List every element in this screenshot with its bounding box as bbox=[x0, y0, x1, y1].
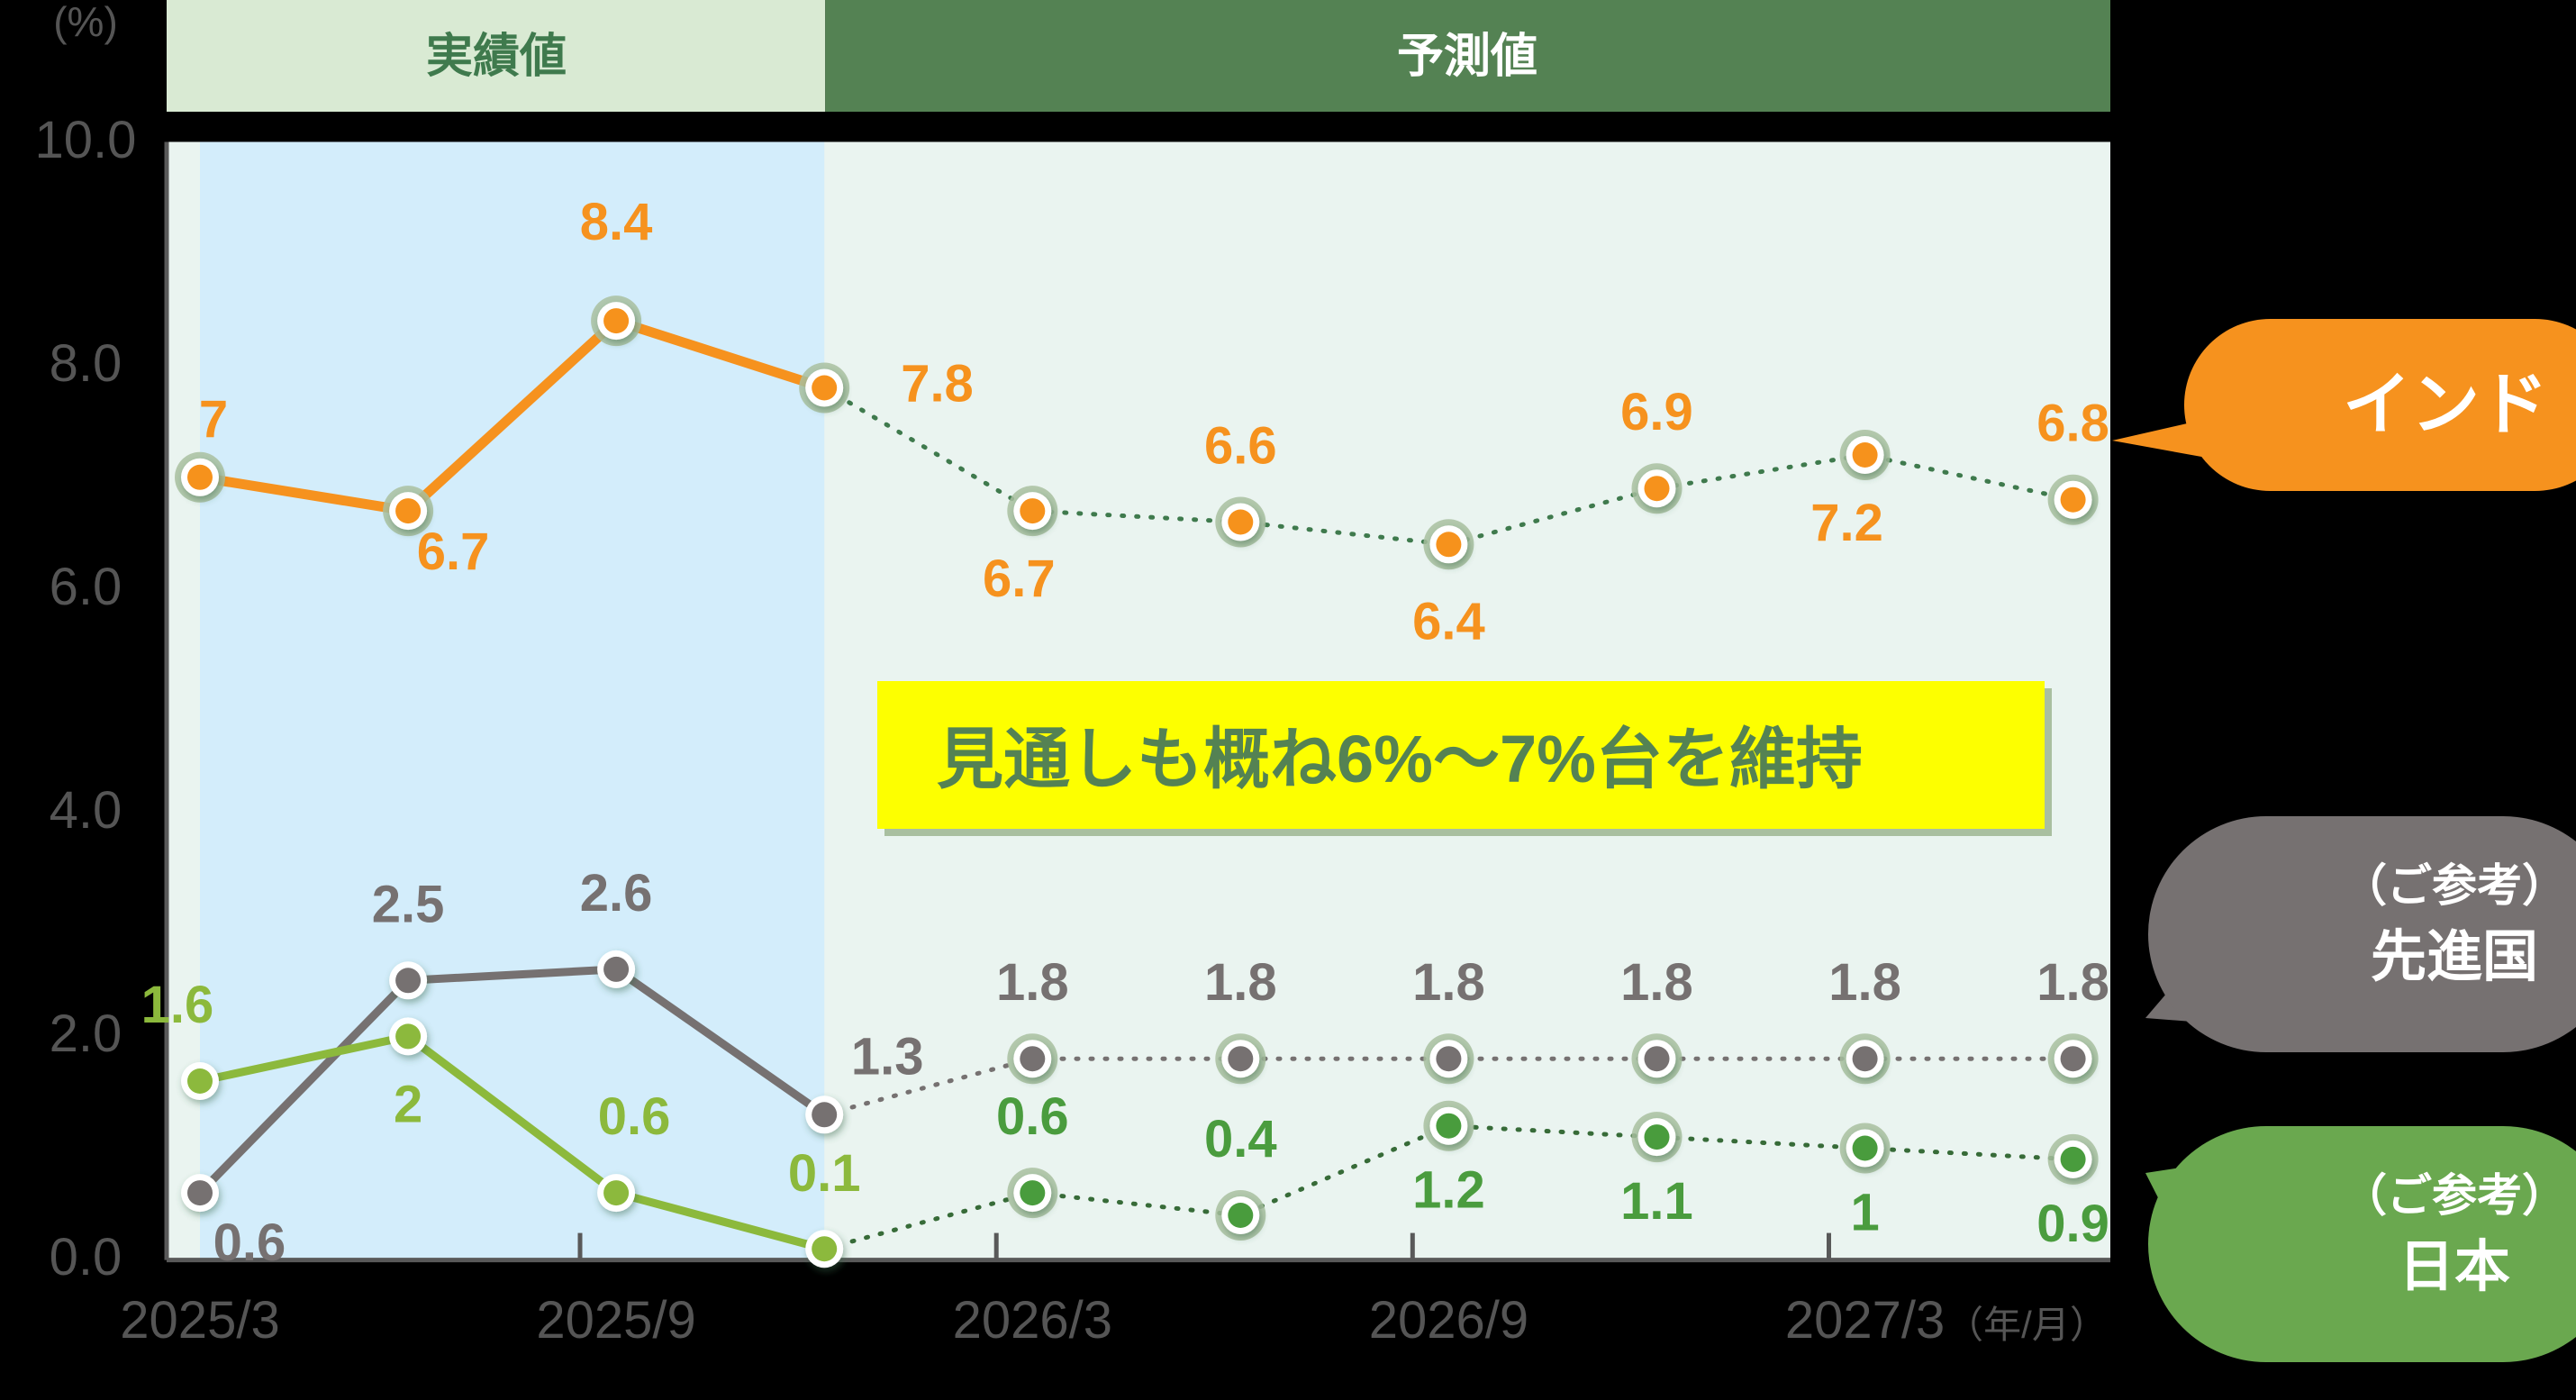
svg-text:0.6: 0.6 bbox=[598, 1087, 671, 1146]
svg-text:日本: 日本 bbox=[2399, 1236, 2510, 1298]
svg-text:予測値: 予測値 bbox=[1397, 31, 1537, 83]
svg-text:2: 2 bbox=[394, 1075, 422, 1133]
svg-text:1.8: 1.8 bbox=[996, 953, 1069, 1012]
svg-text:先進国: 先進国 bbox=[2371, 926, 2538, 988]
svg-text:1.8: 1.8 bbox=[2036, 953, 2109, 1012]
svg-text:0.4: 0.4 bbox=[1204, 1110, 1277, 1168]
svg-text:6.7: 6.7 bbox=[417, 523, 490, 581]
svg-text:(%): (%) bbox=[53, 0, 118, 45]
svg-text:2.0: 2.0 bbox=[50, 1005, 122, 1063]
svg-text:8.0: 8.0 bbox=[50, 334, 122, 393]
svg-text:1.8: 1.8 bbox=[1828, 953, 1901, 1012]
svg-text:8.4: 8.4 bbox=[580, 193, 653, 251]
svg-text:7: 7 bbox=[199, 390, 228, 449]
svg-text:0.6: 0.6 bbox=[996, 1087, 1069, 1146]
svg-text:6.6: 6.6 bbox=[1204, 417, 1277, 476]
svg-text:（ご参考）: （ご参考） bbox=[2342, 860, 2567, 911]
svg-text:4.0: 4.0 bbox=[50, 781, 122, 840]
svg-text:2025/9: 2025/9 bbox=[536, 1291, 695, 1350]
svg-text:1.8: 1.8 bbox=[1620, 953, 1693, 1012]
svg-text:7.2: 7.2 bbox=[1810, 494, 1883, 552]
svg-text:6.4: 6.4 bbox=[1412, 592, 1485, 650]
svg-text:0.9: 0.9 bbox=[2036, 1195, 2109, 1253]
svg-text:2.5: 2.5 bbox=[372, 875, 445, 933]
svg-text:1.2: 1.2 bbox=[1412, 1161, 1485, 1220]
svg-text:1.6: 1.6 bbox=[141, 976, 214, 1034]
svg-text:（ご参考）: （ご参考） bbox=[2342, 1170, 2567, 1221]
svg-text:0.1: 0.1 bbox=[788, 1144, 861, 1203]
svg-text:1.8: 1.8 bbox=[1204, 953, 1277, 1012]
svg-text:1: 1 bbox=[1850, 1184, 1879, 1242]
svg-text:0.6: 0.6 bbox=[213, 1214, 286, 1272]
svg-text:10.0: 10.0 bbox=[35, 111, 137, 169]
svg-text:実績値: 実績値 bbox=[426, 31, 567, 83]
svg-text:（年/月）: （年/月） bbox=[1946, 1304, 2108, 1346]
svg-text:1.3: 1.3 bbox=[851, 1027, 924, 1086]
svg-text:インド: インド bbox=[2343, 367, 2548, 443]
svg-text:2026/3: 2026/3 bbox=[953, 1291, 1112, 1350]
svg-text:7.8: 7.8 bbox=[901, 355, 974, 414]
svg-text:2026/9: 2026/9 bbox=[1369, 1291, 1528, 1350]
svg-text:1.8: 1.8 bbox=[1412, 953, 1485, 1012]
svg-text:2.6: 2.6 bbox=[580, 864, 653, 923]
svg-text:見通しも概ね6%～7%台を維持: 見通しも概ね6%～7%台を維持 bbox=[937, 722, 1863, 796]
svg-text:2025/3: 2025/3 bbox=[120, 1291, 279, 1350]
svg-text:6.0: 6.0 bbox=[50, 558, 122, 616]
svg-text:0.0: 0.0 bbox=[50, 1228, 122, 1286]
svg-text:6.8: 6.8 bbox=[2036, 395, 2109, 453]
svg-text:6.7: 6.7 bbox=[983, 550, 1056, 608]
svg-text:2027/3: 2027/3 bbox=[1785, 1291, 1945, 1350]
svg-text:1.1: 1.1 bbox=[1620, 1172, 1693, 1231]
svg-text:6.9: 6.9 bbox=[1620, 383, 1693, 441]
